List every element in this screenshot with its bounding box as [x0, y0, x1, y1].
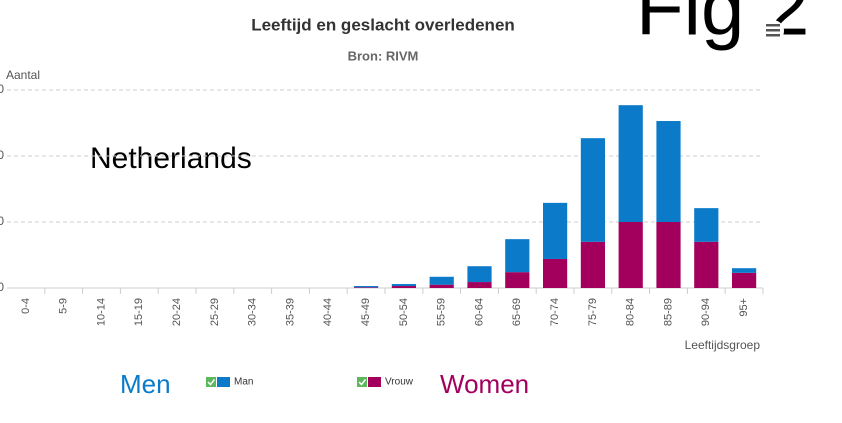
legend-swatch	[217, 377, 230, 387]
x-tick-label: 15-19	[133, 298, 145, 326]
legend-checkbox[interactable]	[357, 377, 367, 387]
bar-segment	[467, 282, 492, 288]
bar-segment	[543, 258, 568, 288]
x-tick-label: 90-94	[700, 298, 712, 326]
x-tick-label: 60-64	[473, 298, 485, 326]
legend-label[interactable]: Vrouw	[385, 377, 414, 388]
annotation: Fig 2	[636, 0, 809, 52]
x-tick-label: 85-89	[662, 298, 674, 326]
x-axis-label: Leeftijdsgroep	[685, 338, 761, 352]
bar-segment	[694, 241, 719, 288]
bar-segment	[656, 121, 681, 222]
bar-segment	[391, 286, 416, 288]
annotation: Women	[440, 369, 529, 399]
x-tick-label: 10-14	[95, 298, 107, 326]
bar-segment	[618, 105, 643, 222]
x-tick-label: 80-84	[625, 298, 637, 326]
y-axis-label: Aantal	[6, 68, 40, 82]
annotation: Men	[120, 369, 171, 399]
bar-segment	[580, 138, 605, 242]
x-tick-label: 20-24	[171, 298, 183, 326]
legend-check	[207, 379, 216, 386]
legend-checkbox[interactable]	[206, 377, 216, 387]
bar-segment	[505, 239, 530, 273]
bar-segment	[354, 286, 379, 288]
x-tick-label: 55-59	[436, 298, 448, 326]
x-tick-label: 70-74	[549, 298, 561, 326]
chart-title: Leeftijd en geslacht overledenen	[251, 15, 515, 34]
x-tick-label: 75-79	[587, 298, 599, 326]
bar-segment	[618, 222, 643, 288]
chart-subtitle: Bron: RIVM	[348, 48, 419, 63]
x-tick-label: 40-44	[322, 298, 334, 326]
legend-check	[358, 379, 367, 386]
bar-segment	[580, 241, 605, 288]
bar-segment	[732, 272, 757, 288]
annotation: Netherlands	[90, 142, 252, 175]
bar-segment	[732, 268, 757, 273]
y-tick-label: 200	[0, 148, 4, 162]
legend-label[interactable]: Man	[234, 377, 253, 388]
bar-segment	[429, 276, 454, 285]
menu-icon[interactable]	[762, 20, 784, 42]
legend-swatch	[368, 377, 381, 387]
y-tick-label: 300	[0, 82, 4, 96]
x-tick-label: 5-9	[58, 298, 70, 314]
bar-segment	[391, 284, 416, 287]
y-tick-label: 0	[0, 280, 4, 294]
x-tick-label: 45-49	[360, 298, 372, 326]
x-tick-label: 35-39	[284, 298, 296, 326]
x-tick-label: 65-69	[511, 298, 523, 326]
bar-segment	[467, 266, 492, 283]
y-tick-label: 100	[0, 214, 4, 228]
x-tick-label: 0-4	[20, 298, 32, 314]
bar-segment	[543, 202, 568, 259]
bar-segment	[656, 222, 681, 288]
bar-segment	[354, 287, 379, 288]
x-tick-label: 95+	[738, 298, 750, 317]
x-tick-label: 25-29	[209, 298, 221, 326]
bar-segment	[505, 272, 530, 288]
x-tick-label: 50-54	[398, 298, 410, 326]
x-tick-label: 30-34	[247, 298, 259, 326]
bar-segment	[429, 284, 454, 288]
bar-segment	[694, 208, 719, 242]
